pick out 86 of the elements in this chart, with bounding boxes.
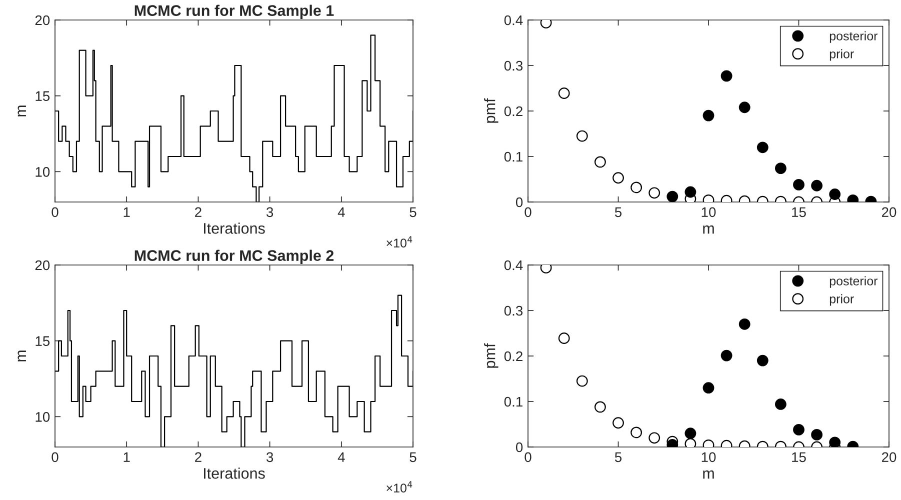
- y-axis-title: pmf: [484, 98, 498, 123]
- point: [829, 188, 841, 200]
- point: [684, 438, 696, 447]
- x-tick-label: 2: [195, 207, 202, 217]
- chart-title: MCMC run for MC Sample 2: [134, 250, 334, 264]
- x-tick-label: 10: [702, 452, 716, 462]
- point: [630, 426, 642, 438]
- x-tick-label: 0: [524, 452, 532, 462]
- x-tick-label: 0: [524, 207, 532, 218]
- point: [720, 70, 732, 82]
- chart-title: MCMC run for MC Sample 1: [134, 4, 334, 20]
- x-tick-label: 3: [266, 452, 274, 462]
- point: [684, 186, 696, 198]
- y-tick-label: 0.3: [504, 60, 523, 71]
- point: [666, 190, 678, 202]
- point: [648, 187, 660, 199]
- point: [738, 102, 750, 114]
- x-tick-label: 1: [124, 452, 130, 462]
- point: [630, 182, 642, 194]
- y-tick-label: 0: [516, 442, 523, 452]
- point: [594, 156, 606, 168]
- point: [738, 318, 750, 330]
- y-tick-label: 0.2: [504, 351, 522, 362]
- point: [558, 332, 570, 344]
- x-tick-label: 4: [338, 207, 345, 217]
- x-axis-title: m: [703, 470, 714, 479]
- x-axis-title: Iterations: [204, 468, 265, 479]
- legend-label: posterior: [830, 276, 878, 288]
- point: [702, 382, 714, 394]
- y-tick-label: 0.3: [504, 306, 523, 316]
- point: [612, 417, 624, 429]
- x-tick-label: 5: [614, 452, 622, 462]
- y-tick-label: 10: [36, 412, 50, 422]
- y-axis-title: m: [18, 106, 26, 116]
- text: ×10$^{4}$: [386, 481, 412, 492]
- point: [811, 429, 823, 440]
- y-tick-label: 20: [35, 260, 50, 270]
- point: [702, 110, 714, 122]
- y-tick-label: 15: [36, 336, 50, 346]
- x-tick-label: 15: [792, 452, 806, 462]
- x-tick-label: 1: [124, 207, 130, 217]
- point: [594, 401, 606, 413]
- x-tick-label: 5: [410, 207, 416, 218]
- y-axis-title: m: [18, 350, 26, 362]
- point: [793, 179, 804, 190]
- x-tick-label: 0: [52, 207, 58, 218]
- x-axis-title: Iterations: [204, 222, 265, 234]
- x-tick-label: 4: [338, 452, 345, 462]
- point: [829, 436, 841, 447]
- point: [774, 162, 786, 174]
- legend-label: prior: [830, 294, 854, 306]
- y-tick-label: 0.4: [504, 260, 523, 270]
- y-tick-label: 0.2: [504, 106, 522, 116]
- x-tick-label: 5: [410, 452, 416, 462]
- x-tick-label: 2: [195, 452, 202, 462]
- point: [774, 398, 786, 410]
- point: [793, 424, 804, 436]
- point: [576, 130, 588, 142]
- legend-label: prior: [830, 49, 854, 61]
- y-tick-label: 0: [516, 197, 523, 208]
- text: ×10$^{4}$: [386, 236, 412, 248]
- x-tick-label: 5: [614, 207, 622, 218]
- y-tick-label: 0.1: [504, 396, 522, 407]
- y-axis-title: pmf: [484, 343, 498, 368]
- y-tick-label: 10: [36, 167, 50, 177]
- point: [756, 142, 768, 154]
- x-tick-label: 10: [702, 207, 716, 218]
- point: [720, 350, 732, 362]
- legend-label: posterior: [830, 31, 878, 43]
- point: [648, 432, 660, 444]
- point: [576, 375, 588, 387]
- x-tick-label: 0: [52, 452, 58, 462]
- x-axis-title: m: [703, 225, 714, 234]
- point: [558, 88, 570, 99]
- y-tick-label: 0.4: [504, 15, 523, 26]
- x-tick-label: 3: [266, 207, 274, 218]
- point: [612, 172, 624, 184]
- point: [684, 428, 696, 440]
- x-tick-label: 15: [792, 207, 806, 218]
- point: [811, 180, 823, 192]
- y-tick-label: 15: [36, 91, 50, 102]
- point: [756, 354, 768, 366]
- x-tick-label: 20: [882, 452, 896, 462]
- y-tick-label: 20: [35, 15, 50, 26]
- y-tick-label: 0.1: [504, 152, 522, 162]
- x-tick-label: 20: [882, 207, 896, 218]
